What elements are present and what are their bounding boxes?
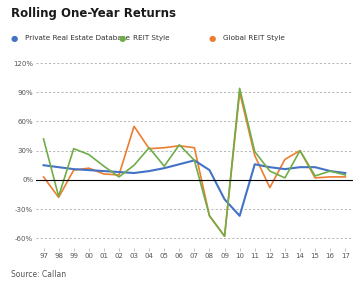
Text: ●: ● <box>119 34 126 43</box>
Text: Source: Callan: Source: Callan <box>11 270 66 279</box>
Text: ●: ● <box>209 34 216 43</box>
Text: Global REIT Style: Global REIT Style <box>223 35 285 42</box>
Text: REIT Style: REIT Style <box>133 35 170 42</box>
Text: ●: ● <box>11 34 18 43</box>
Text: Rolling One-Year Returns: Rolling One-Year Returns <box>11 7 176 20</box>
Text: Private Real Estate Database: Private Real Estate Database <box>25 35 130 42</box>
